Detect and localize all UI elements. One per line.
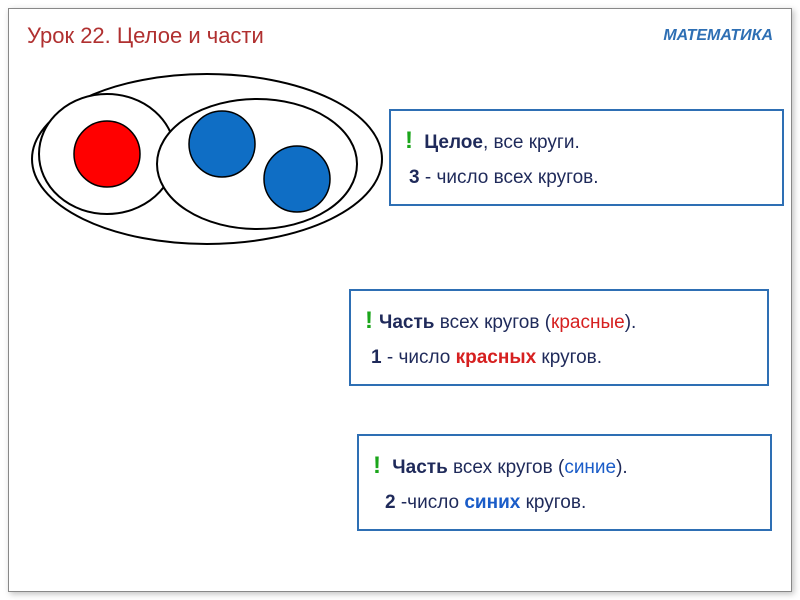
blue-count-text-1: -число [396,492,465,513]
slide-frame: Урок 22. Целое и части МАТЕМАТИКА ! Цело… [8,8,792,592]
whole-text: , все круги. [483,132,580,153]
red-text-2: ). [625,312,637,333]
red-part-box: ! Часть всех кругов (красные). 1 - число … [349,289,769,386]
lesson-title: Урок 22. Целое и части [27,23,264,49]
part-word: Часть [392,457,447,478]
blue-circle-1 [189,111,255,177]
blue-count-text-2: кругов. [520,492,586,513]
header: Урок 22. Целое и части МАТЕМАТИКА [27,23,773,49]
blue-text-1: всех кругов ( [448,457,565,478]
bang-icon: ! [365,307,373,334]
part-word: Часть [379,312,434,333]
red-label: красные [551,312,625,333]
bang-icon: ! [373,452,381,479]
whole-word: Целое [424,132,483,153]
blue-circle-2 [264,146,330,212]
whole-line2: 3 - число всех кругов. [405,162,768,194]
red-count-label: красных [456,347,537,368]
count-3: 3 [409,167,420,188]
venn-diagram [27,64,387,249]
bang-icon: ! [405,127,413,154]
whole-line1: ! Целое, все круги. [405,121,768,162]
whole-count-text: - число всех кругов. [420,167,599,188]
red-text-1: всех кругов ( [434,312,551,333]
blue-text-2: ). [616,457,628,478]
red-line1: ! Часть всех кругов (красные). [365,301,753,342]
blue-line2: 2 -число синих кругов. [373,487,756,519]
blue-count-label: синих [464,492,520,513]
blue-label: синие [564,457,616,478]
whole-box: ! Целое, все круги. 3 - число всех круго… [389,109,784,206]
count-1: 1 [371,347,382,368]
count-2: 2 [385,492,396,513]
red-line2: 1 - число красных кругов. [365,342,753,374]
blue-line1: ! Часть всех кругов (синие). [373,446,756,487]
red-count-text-2: кругов. [536,347,602,368]
subject-label: МАТЕМАТИКА [663,27,773,45]
blue-part-box: ! Часть всех кругов (синие). 2 -число си… [357,434,772,531]
red-circle [74,121,140,187]
red-count-text-1: - число [382,347,456,368]
